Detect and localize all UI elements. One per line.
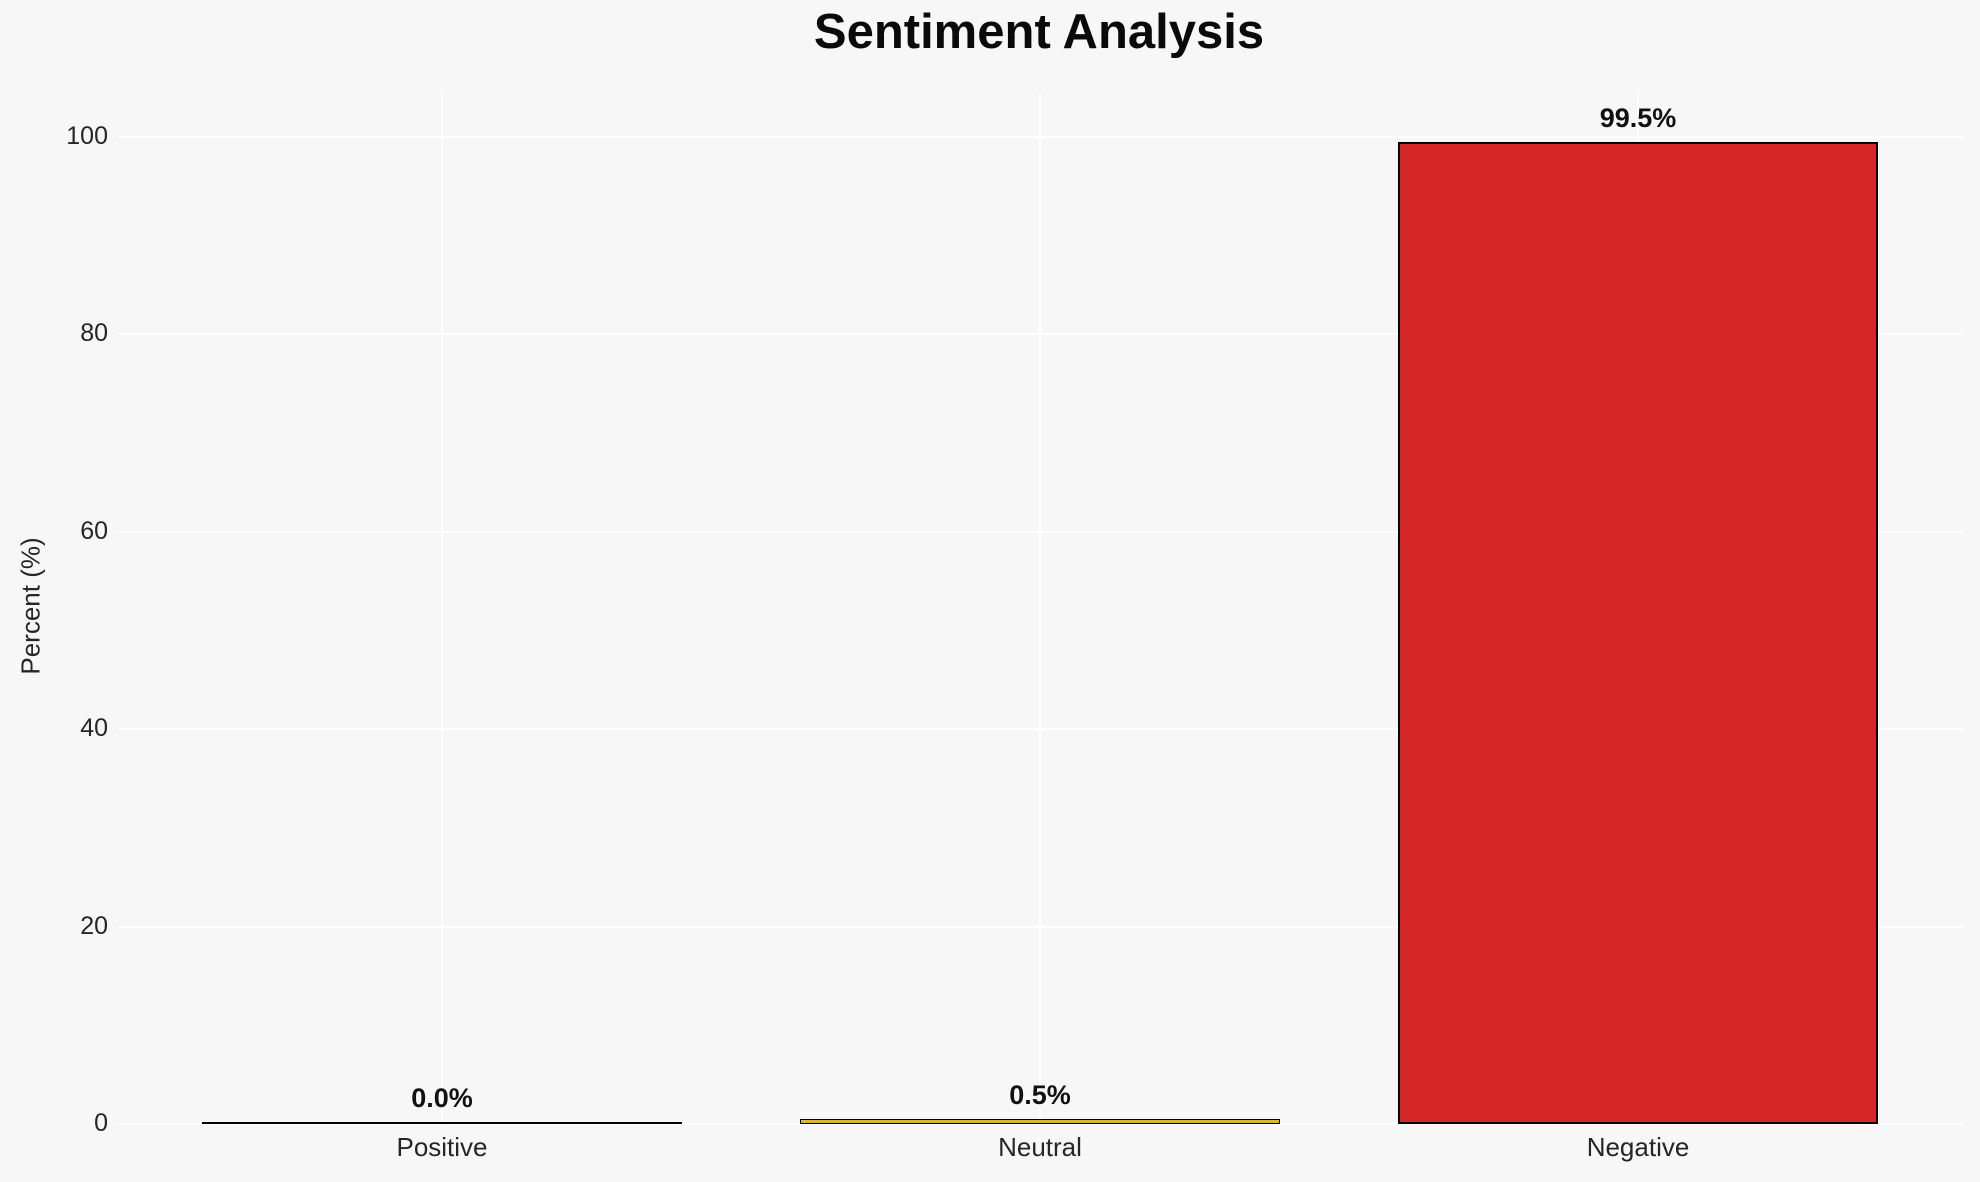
y-tick-label-0: 0	[94, 1108, 108, 1137]
x-tick-label-positive: Positive	[396, 1132, 488, 1162]
x-tick-label-neutral: Neutral	[998, 1132, 1082, 1162]
bar-positive	[202, 1122, 682, 1124]
bar-value-label-positive: 0.0%	[411, 1083, 473, 1113]
x-tick-label-negative: Negative	[1586, 1132, 1690, 1162]
y-tick-label-60: 60	[80, 516, 108, 545]
v-gridline-positive	[441, 92, 443, 1124]
bar-neutral	[800, 1119, 1280, 1124]
y-tick-label-20: 20	[80, 911, 108, 940]
bar-value-label-neutral: 0.5%	[1009, 1080, 1071, 1111]
bar-value-label-negative: 99.5%	[1599, 102, 1677, 133]
y-tick-label-80: 80	[80, 319, 108, 348]
v-gridline-neutral	[1039, 92, 1041, 1124]
y-tick-label-100: 100	[66, 121, 108, 150]
y-axis-label: Percent (%)	[15, 537, 46, 675]
chart-title: Sentiment Analysis	[813, 5, 1265, 59]
y-tick-label-40: 40	[80, 714, 108, 743]
bar-negative	[1398, 142, 1878, 1124]
h-gridline-0	[118, 1123, 1963, 1125]
